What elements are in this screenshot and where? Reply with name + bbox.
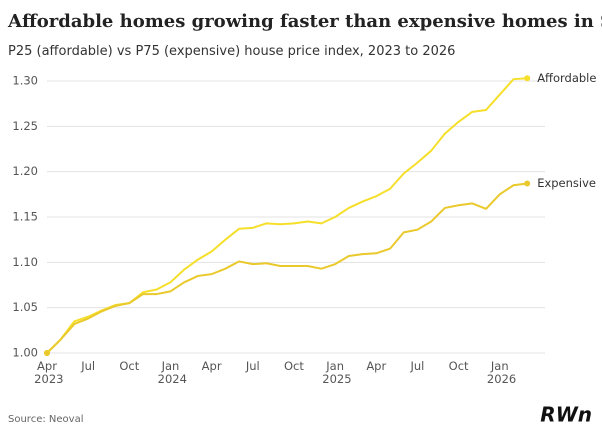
y-tick-label: 1.15 bbox=[12, 210, 38, 224]
x-tick-label: Apr 2023 bbox=[31, 359, 64, 386]
series-label: Expensive bbox=[537, 176, 596, 190]
series-line bbox=[46, 182, 528, 354]
x-tick-label: Jan 2024 bbox=[154, 359, 187, 386]
y-tick-label: 1.20 bbox=[12, 164, 38, 178]
x-tick-label: Oct bbox=[284, 359, 304, 373]
x-tick-label: Oct bbox=[449, 359, 469, 373]
y-tick-label: 1.30 bbox=[12, 74, 38, 88]
y-tick-label: 1.25 bbox=[12, 119, 38, 133]
x-tick-label: Jul bbox=[80, 359, 95, 373]
x-tick-label: Oct bbox=[119, 359, 139, 373]
chart-subtitle: P25 (affordable) vs P75 (expensive) hous… bbox=[8, 44, 455, 59]
x-tick-label: Apr bbox=[366, 359, 386, 373]
end-point bbox=[44, 350, 50, 356]
end-point bbox=[524, 180, 531, 187]
end-point bbox=[524, 75, 531, 82]
logo: RWn bbox=[540, 403, 592, 427]
series-line bbox=[46, 77, 528, 354]
y-tick-label: 1.05 bbox=[12, 300, 38, 314]
x-tick-label: Jul bbox=[245, 359, 260, 373]
x-tick-label: Apr bbox=[202, 359, 222, 373]
series-label: Affordable bbox=[537, 71, 596, 85]
y-tick-label: 1.00 bbox=[12, 346, 38, 360]
x-tick-label: Jan 2025 bbox=[319, 359, 352, 386]
y-tick-label: 1.10 bbox=[12, 255, 38, 269]
chart-title: Affordable homes growing faster than exp… bbox=[7, 11, 602, 32]
x-tick-label: Jan 2026 bbox=[483, 359, 516, 386]
source: Source: Neoval bbox=[8, 414, 83, 425]
x-tick-label: Jul bbox=[409, 359, 424, 373]
